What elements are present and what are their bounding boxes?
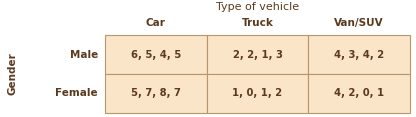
Text: Gender: Gender	[8, 53, 18, 95]
Text: Van/SUV: Van/SUV	[334, 18, 384, 28]
Text: 5, 7, 8, 7: 5, 7, 8, 7	[131, 88, 181, 99]
Bar	[207, 35, 308, 74]
Text: 4, 2, 0, 1: 4, 2, 0, 1	[334, 88, 384, 99]
Bar	[308, 35, 410, 74]
Text: 1, 0, 1, 2: 1, 0, 1, 2	[233, 88, 282, 99]
Text: Male: Male	[70, 49, 98, 60]
Text: 4, 3, 4, 2: 4, 3, 4, 2	[334, 49, 384, 60]
Bar	[105, 35, 207, 74]
Text: Type of vehicle: Type of vehicle	[216, 2, 299, 12]
Text: Female: Female	[55, 88, 98, 99]
Text: Car: Car	[146, 18, 166, 28]
Bar	[207, 74, 308, 113]
Bar	[308, 74, 410, 113]
Text: Truck: Truck	[242, 18, 273, 28]
Bar	[105, 74, 207, 113]
Text: 6, 5, 4, 5: 6, 5, 4, 5	[131, 49, 181, 60]
Text: 2, 2, 1, 3: 2, 2, 1, 3	[233, 49, 282, 60]
